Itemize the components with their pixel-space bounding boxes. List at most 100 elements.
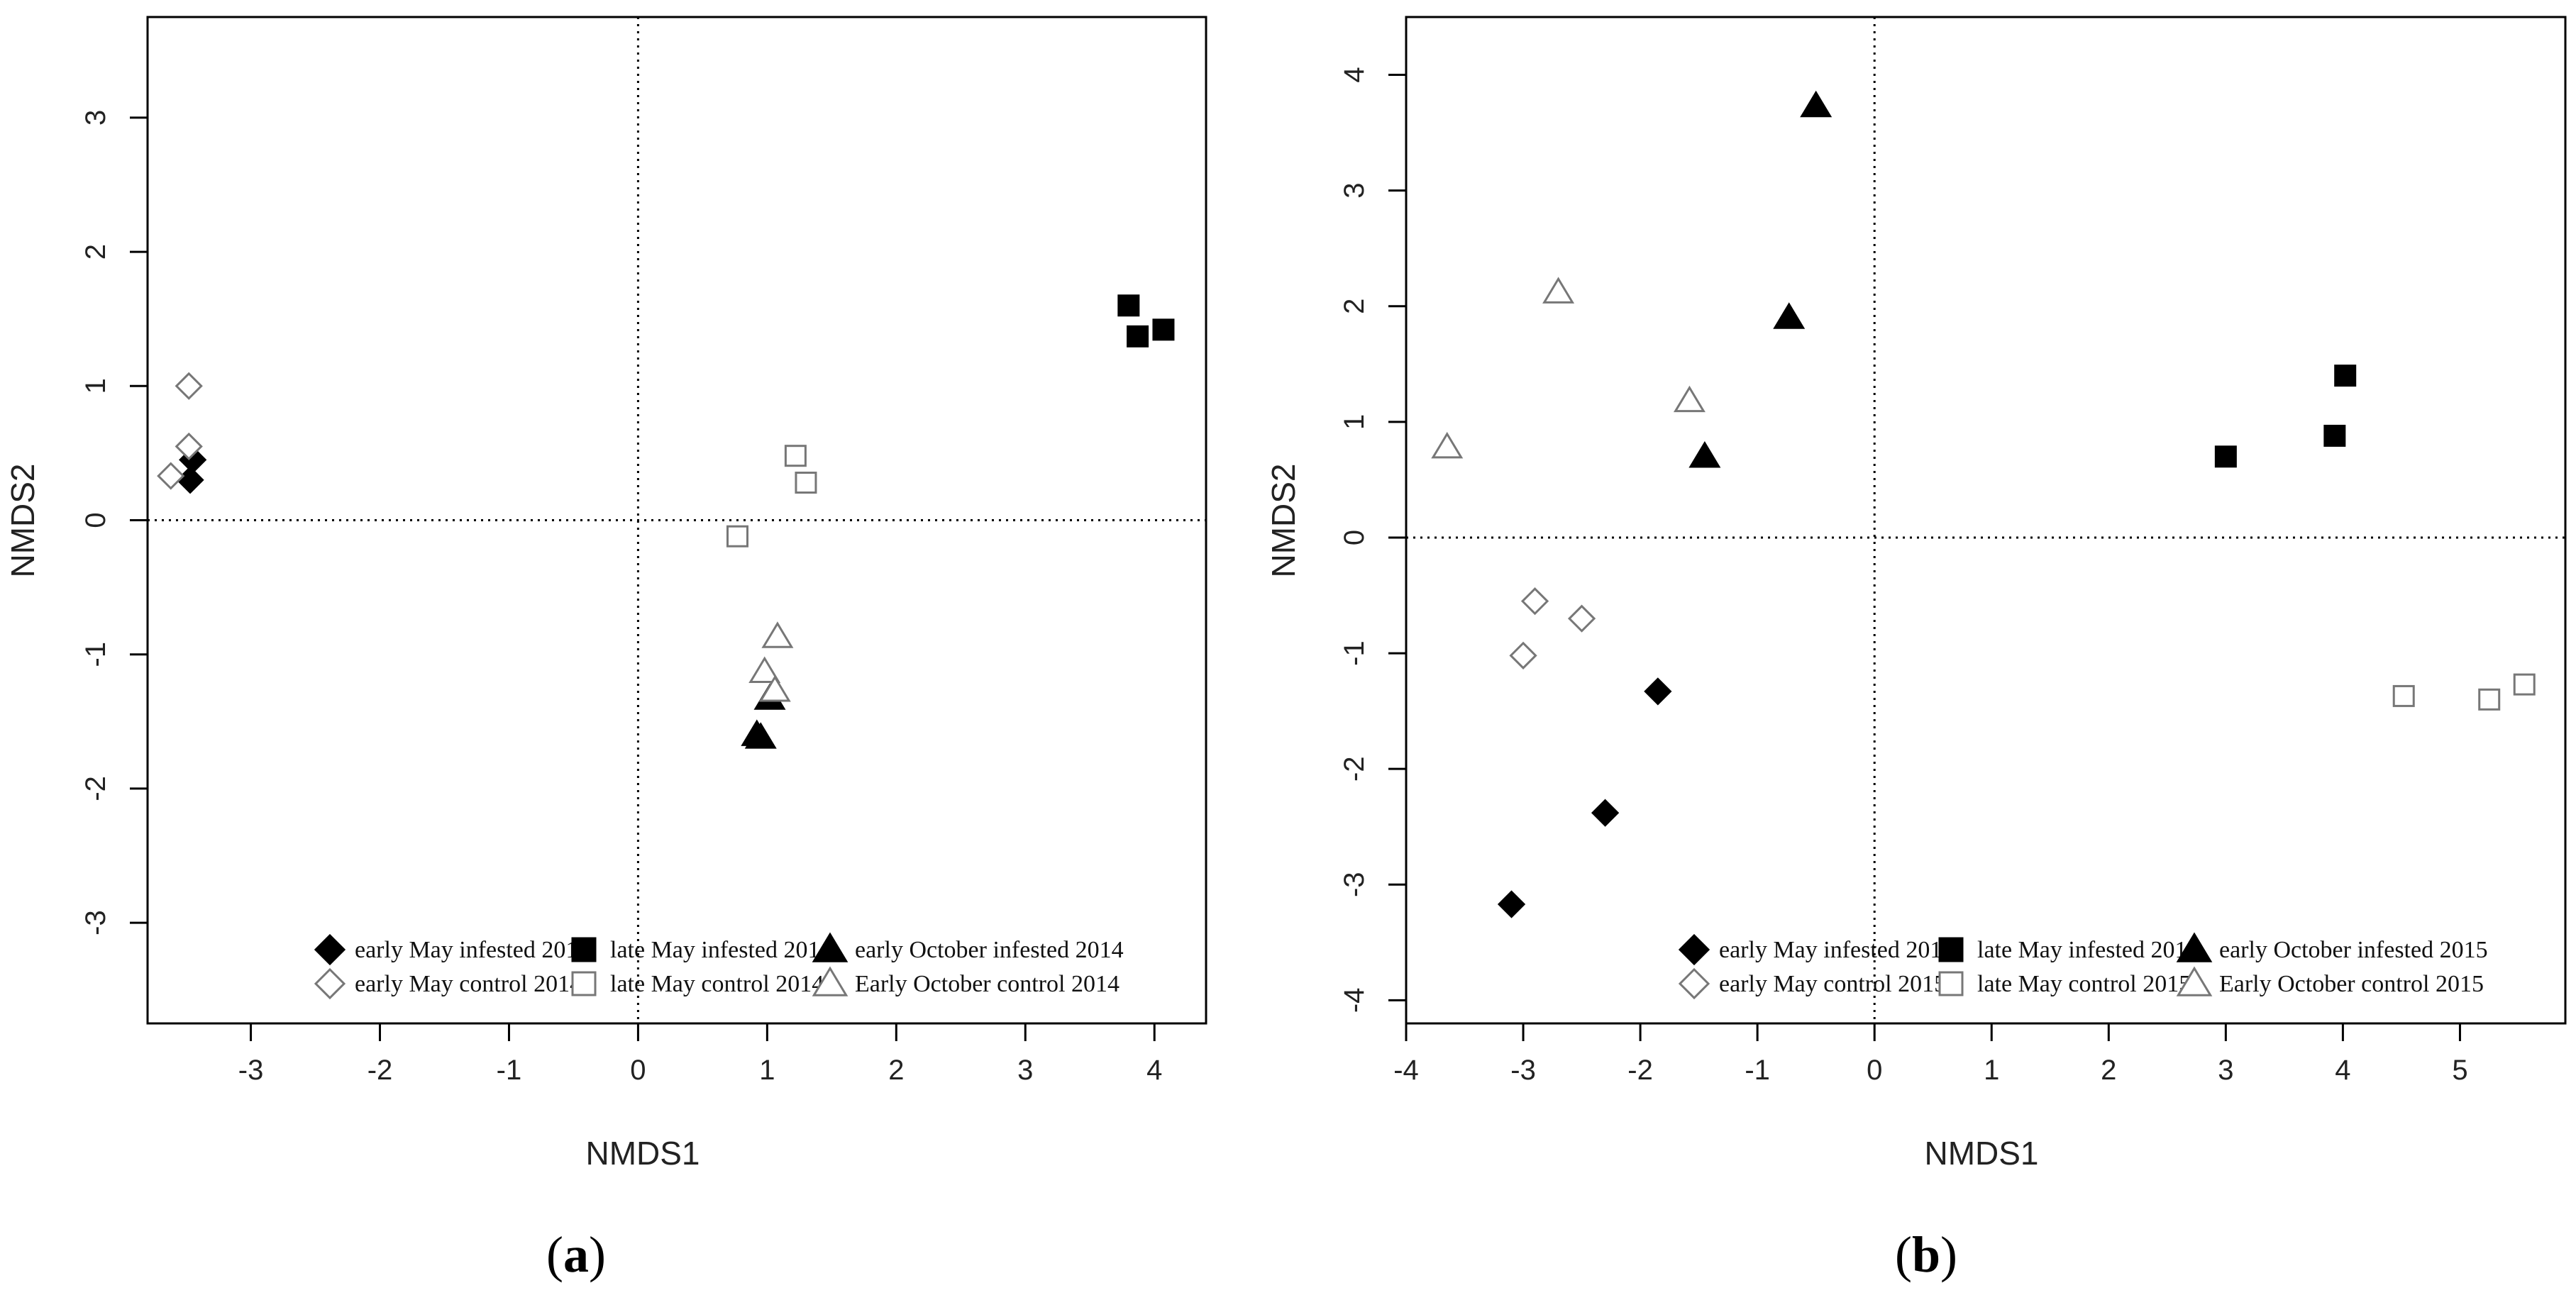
x-tick-label: 3 <box>1017 1055 1033 1086</box>
data-point-diamond <box>1509 641 1537 670</box>
x-axis-title-a: NMDS1 <box>585 1135 700 1172</box>
data-point-square <box>2323 424 2346 447</box>
y-tick-label: -3 <box>80 910 111 935</box>
y-tick-label: 0 <box>80 512 111 528</box>
data-point-triangle <box>1673 385 1706 413</box>
legend-label: early May control 2015 <box>1719 971 1946 997</box>
x-axis-title-b: NMDS1 <box>1924 1135 2038 1172</box>
data-point-diamond <box>175 432 203 461</box>
data-point-diamond <box>1644 677 1672 706</box>
x-tick-label: -1 <box>497 1055 522 1086</box>
reference-lines-a <box>148 17 1206 1023</box>
x-tick-label: -1 <box>1745 1055 1770 1086</box>
y-axis-title-a: NMDS2 <box>4 463 41 577</box>
legend-marker-diamond <box>314 967 346 1000</box>
y-tick-label: -3 <box>1339 872 1370 897</box>
data-point-square <box>1127 325 1149 348</box>
x-tick-label: 0 <box>1867 1055 1882 1086</box>
legend-marker-diamond <box>314 933 346 966</box>
data-point-triangle <box>758 674 791 702</box>
legend-label: Early October control 2014 <box>855 971 1120 997</box>
legend-marker-triangle <box>812 966 848 996</box>
legend-label: late May control 2014 <box>610 971 824 997</box>
x-tick-label: -3 <box>238 1055 264 1086</box>
data-point-square <box>2214 445 2237 468</box>
data-point-square <box>2334 365 2357 387</box>
data-point-diamond <box>157 462 185 490</box>
y-tick-label: 1 <box>80 378 111 394</box>
data-point-diamond <box>1591 799 1620 827</box>
y-axis-ticks-b: -4 -3 -2 -1 0 1 2 3 4 <box>1339 67 1408 1013</box>
legend-marker-square <box>571 937 597 962</box>
legend-marker-square <box>571 971 597 996</box>
y-tick-label: 4 <box>1339 67 1370 82</box>
reference-lines-b <box>1406 17 2565 1023</box>
x-tick-label: 2 <box>888 1055 904 1086</box>
x-tick-label: 1 <box>1984 1055 1999 1086</box>
data-point-triangle <box>748 656 781 683</box>
legend-marker-triangle <box>2176 966 2213 996</box>
x-tick-label: -2 <box>1627 1055 1653 1086</box>
data-point-square <box>2513 673 2536 696</box>
legend-marker-diamond <box>1678 967 1710 1000</box>
legend-marker-diamond <box>1678 933 1710 966</box>
y-axis-ticks-a: -3 -2 -1 0 1 2 3 <box>80 110 149 935</box>
x-tick-label: 4 <box>1146 1055 1162 1086</box>
legend-marker-square <box>1938 971 1964 996</box>
legend-label: early May infested 2015 <box>1719 937 1954 963</box>
data-point-diamond <box>1520 587 1549 616</box>
y-tick-label: -2 <box>80 776 111 801</box>
legend-label: late May control 2015 <box>1977 971 2191 997</box>
data-point-square <box>795 472 817 494</box>
data-point-triangle <box>1542 277 1575 304</box>
y-tick-label: 0 <box>1339 530 1370 545</box>
legend-label: late May infested 2014 <box>610 937 832 963</box>
legend-label: Early October control 2015 <box>2219 971 2484 997</box>
legend-b: early May infested 2015 early May control… <box>1678 932 2488 1000</box>
plot-frame-a <box>146 16 1207 1025</box>
chart-panel-a: -3 -2 -1 0 1 2 3 4 -3 -2 -1 0 1 2 3 early May infeste… <box>4 16 1207 1283</box>
data-point-square <box>1117 294 1140 317</box>
data-point-diamond <box>176 466 204 494</box>
x-tick-label: 0 <box>630 1055 646 1086</box>
legend-a: early May infested 2014 early May control… <box>314 932 1124 1000</box>
y-tick-label: -2 <box>1339 756 1370 782</box>
legend-marker-square <box>1938 937 1964 962</box>
x-axis-ticks-b: -4 -3 -2 -1 0 1 2 3 4 5 <box>1393 1022 2468 1086</box>
data-point-square <box>1152 318 1175 341</box>
x-tick-label: 3 <box>2218 1055 2233 1086</box>
x-tick-label: 5 <box>2452 1055 2467 1086</box>
y-tick-label: -1 <box>80 642 111 667</box>
data-point-square <box>784 445 807 467</box>
x-tick-label: 4 <box>2335 1055 2350 1086</box>
legend-label: early October infested 2015 <box>2219 937 2488 963</box>
legend-marker-triangle <box>2176 932 2213 962</box>
legend-label: early May control 2014 <box>355 971 582 997</box>
data-point-triangle <box>1688 440 1721 468</box>
legend-marker-triangle <box>812 932 848 962</box>
data-point-diamond <box>1497 890 1526 918</box>
y-tick-label: -4 <box>1339 988 1370 1013</box>
data-points-a <box>157 294 1175 749</box>
legend-label: early October infested 2014 <box>855 937 1124 963</box>
data-point-triangle <box>744 722 777 749</box>
panel-label-a: (a) <box>546 1226 606 1283</box>
chart-panel-b: -4 -3 -2 -1 0 1 2 3 4 5 -4 -3 -2 -1 0 1 2 3 4 early May i… <box>1265 16 2567 1283</box>
x-tick-label: -3 <box>1510 1055 1536 1086</box>
data-point-triangle <box>1773 302 1806 329</box>
panel-label-b: (b) <box>1895 1226 1957 1283</box>
legend-label: late May infested 2015 <box>1977 937 2199 963</box>
data-point-diamond <box>1567 604 1596 633</box>
y-axis-title-b: NMDS2 <box>1265 463 1302 577</box>
data-points-b <box>1431 90 2536 918</box>
data-point-triangle <box>1800 90 1833 118</box>
data-point-square <box>2392 684 2415 707</box>
y-tick-label: 2 <box>80 244 111 260</box>
y-tick-label: -1 <box>1339 640 1370 666</box>
data-point-triangle <box>761 621 794 648</box>
y-tick-label: 3 <box>1339 183 1370 199</box>
x-tick-label: 2 <box>2101 1055 2116 1086</box>
data-point-square <box>2478 688 2501 711</box>
y-tick-label: 3 <box>80 110 111 126</box>
